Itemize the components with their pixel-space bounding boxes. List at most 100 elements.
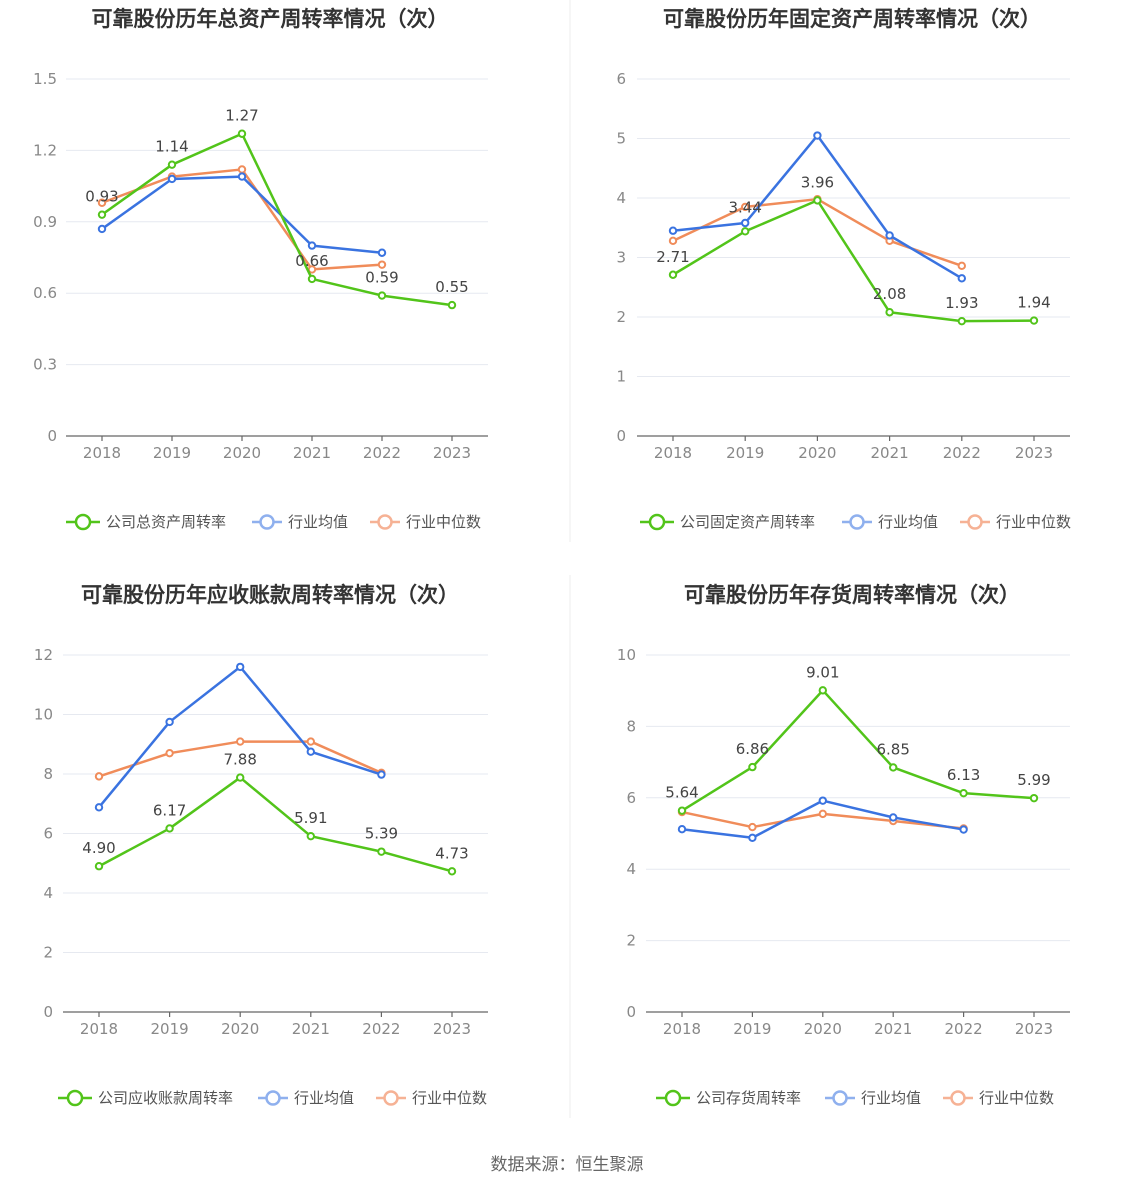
data-label: 0.93 xyxy=(85,188,118,206)
data-point xyxy=(97,210,107,219)
y-tick-label: 4 xyxy=(43,884,53,902)
y-tick-label: 0 xyxy=(616,427,626,445)
data-point xyxy=(677,806,687,815)
legend-marker-icon xyxy=(66,1089,84,1107)
legend-marker-icon xyxy=(967,514,983,530)
x-tick-label: 2019 xyxy=(153,444,191,462)
data-point xyxy=(94,803,104,812)
legend-marker-icon xyxy=(74,513,92,531)
legend-item-1[interactable]: 行业均值 xyxy=(258,1089,354,1107)
data-point xyxy=(741,218,750,228)
data-label: 0.59 xyxy=(365,269,398,287)
chart-title: 可靠股份历年存货周转率情况（次） xyxy=(684,583,1020,607)
data-point xyxy=(957,316,966,326)
y-tick-label: 0 xyxy=(43,1003,53,1021)
data-label: 3.44 xyxy=(728,198,761,216)
x-tick-label: 2021 xyxy=(292,1020,330,1038)
legend-label: 行业中位数 xyxy=(979,1089,1054,1107)
x-tick-label: 2020 xyxy=(221,1020,259,1038)
legend-item-1[interactable]: 行业均值 xyxy=(842,513,938,531)
data-point xyxy=(306,737,315,746)
data-point xyxy=(306,747,315,756)
data-point xyxy=(889,763,898,772)
x-tick-label: 2023 xyxy=(1015,1020,1053,1038)
data-label: 6.86 xyxy=(736,740,769,758)
legend-item-2[interactable]: 行业中位数 xyxy=(370,513,481,531)
data-point xyxy=(668,270,678,279)
y-tick-label: 5 xyxy=(616,130,626,148)
series-line-0 xyxy=(672,199,1035,323)
y-tick-label: 0.6 xyxy=(33,284,57,302)
y-tick-label: 0.3 xyxy=(33,356,57,374)
data-label: 3.96 xyxy=(801,173,834,191)
legend-item-0[interactable]: 公司存货周转率 xyxy=(656,1089,801,1107)
data-point xyxy=(818,686,827,695)
data-point xyxy=(307,274,317,284)
data-label: 5.99 xyxy=(1017,771,1050,789)
data-point xyxy=(377,248,387,257)
data-point xyxy=(813,196,822,205)
legend-item-1[interactable]: 行业均值 xyxy=(825,1089,921,1107)
data-point xyxy=(885,308,894,317)
data-point xyxy=(165,824,174,833)
x-tick-label: 2022 xyxy=(943,444,981,462)
chart-4: 可靠股份历年存货周转率情况（次） 0 2 4 6 8 10 2018 2019 2020 2021 2… xyxy=(617,583,1070,1107)
data-label: 0.66 xyxy=(295,252,328,270)
data-label: 6.85 xyxy=(876,740,909,758)
data-label: 9.01 xyxy=(806,663,839,681)
y-tick-label: 6 xyxy=(616,70,626,88)
y-tick-label: 6 xyxy=(43,825,53,843)
data-point xyxy=(236,737,245,746)
data-point xyxy=(818,809,827,819)
data-label: 1.94 xyxy=(1017,294,1050,312)
data-point xyxy=(741,227,750,236)
legend-marker-icon xyxy=(664,1089,682,1107)
legend-marker-icon xyxy=(950,1090,966,1106)
legend-item-0[interactable]: 公司应收账款周转率 xyxy=(58,1089,233,1107)
data-label: 1.93 xyxy=(945,294,978,312)
chart-1: 可靠股份历年总资产周转率情况（次） 0 0.3 0.6 0.9 1.2 1.5 2018 201… xyxy=(33,7,488,531)
series-line-0 xyxy=(681,689,1035,812)
data-label: 1.27 xyxy=(225,107,258,125)
y-tick-label: 12 xyxy=(34,646,53,664)
data-point xyxy=(677,825,687,834)
data-point xyxy=(165,748,174,758)
legend-marker-icon xyxy=(832,1090,848,1106)
x-tick-label: 2019 xyxy=(726,444,764,462)
legend-label: 公司总资产周转率 xyxy=(106,513,226,531)
data-point xyxy=(377,847,386,856)
x-tick-label: 2023 xyxy=(433,444,471,462)
x-tick-label: 2020 xyxy=(223,444,261,462)
y-tick-label: 10 xyxy=(34,706,53,724)
data-source: 数据来源：恒生聚源 xyxy=(490,1155,644,1175)
data-point xyxy=(748,833,757,842)
data-point xyxy=(1029,793,1039,803)
x-tick-label: 2023 xyxy=(1015,444,1053,462)
y-tick-label: 2 xyxy=(43,944,53,962)
data-point xyxy=(306,831,315,841)
y-tick-label: 4 xyxy=(616,189,626,207)
legend-label: 行业中位数 xyxy=(996,513,1071,531)
legend-item-2[interactable]: 行业中位数 xyxy=(376,1089,487,1107)
y-tick-label: 2 xyxy=(626,932,636,950)
data-point xyxy=(94,862,104,871)
data-point xyxy=(889,813,898,822)
data-point xyxy=(165,717,174,727)
chart-title: 可靠股份历年固定资产周转率情况（次） xyxy=(663,7,1041,31)
x-tick-label: 2018 xyxy=(80,1020,118,1038)
x-tick-label: 2019 xyxy=(151,1020,189,1038)
legend-item-0[interactable]: 公司总资产周转率 xyxy=(66,513,226,531)
legend-item-1[interactable]: 行业均值 xyxy=(252,513,348,531)
legend-item-2[interactable]: 行业中位数 xyxy=(960,513,1071,531)
y-tick-label: 6 xyxy=(626,789,636,807)
x-tick-label: 2018 xyxy=(654,444,692,462)
x-tick-label: 2023 xyxy=(433,1020,471,1038)
data-point xyxy=(236,662,245,672)
data-label: 7.88 xyxy=(223,751,256,769)
legend-item-2[interactable]: 行业中位数 xyxy=(943,1089,1054,1107)
data-point xyxy=(959,788,968,798)
legend-item-0[interactable]: 公司固定资产周转率 xyxy=(640,513,815,531)
series-line-2 xyxy=(672,197,963,268)
legend-label: 公司存货周转率 xyxy=(696,1089,801,1107)
